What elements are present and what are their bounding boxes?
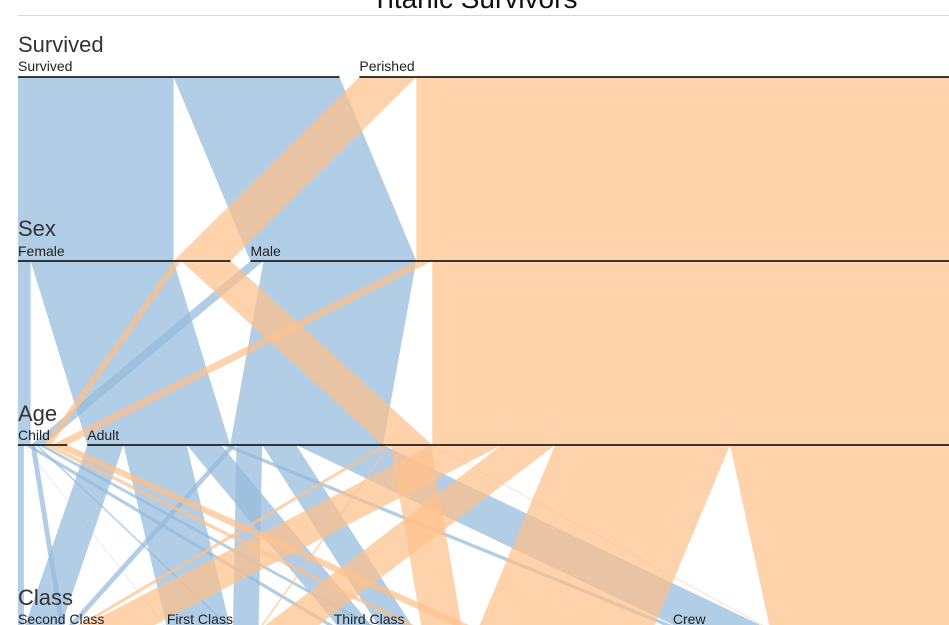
- category-label-second-class: Second Class: [18, 611, 104, 625]
- dimension-title-survived: Survived: [18, 32, 104, 57]
- ribbon-perished-male-adult-third-class: [479, 445, 731, 625]
- ribbon-perished-male: [416, 77, 949, 261]
- ribbon-survived-male-adult-second-class: [68, 445, 237, 625]
- title-divider: [18, 15, 949, 16]
- ribbon-survived-male-child-second-class: [30, 445, 65, 625]
- category-label-adult: Adult: [87, 427, 119, 443]
- ribbon-perished-female-child: [43, 261, 182, 445]
- ribbon-perished-female-adult-second-class: [78, 445, 389, 625]
- category-label-first-class: First Class: [167, 611, 233, 625]
- ribbon-perished-male-adult-crew: [730, 445, 949, 625]
- category-label-perished: Perished: [359, 58, 414, 74]
- ribbon-survived-female-child: [18, 261, 31, 445]
- dimension-title-age: Age: [18, 401, 57, 426]
- ribbon-survived-female-child-second-class: [18, 445, 24, 625]
- category-label-crew: Crew: [673, 611, 707, 625]
- dimension-title-sex: Sex: [18, 216, 56, 241]
- ribbon-perished-female: [173, 77, 417, 261]
- dimension-title-class: Class: [18, 585, 73, 610]
- ribbon-perished-male-adult-second-class: [84, 445, 502, 625]
- ribbon-survived-female-child-first-class: [23, 445, 165, 625]
- ribbon-perished-male-adult-first-class: [265, 445, 556, 625]
- ribbon-survived-female-adult: [30, 261, 231, 445]
- chart-title: Titanic Survivors: [0, 0, 949, 15]
- category-label-male: Male: [250, 243, 281, 259]
- ribbon-perished-male-adult: [432, 261, 949, 445]
- ribbon-survived-male-child: [30, 261, 264, 445]
- category-label-female: Female: [18, 243, 65, 259]
- ribbon-perished-female-child-third-class: [43, 445, 414, 625]
- category-label-child: Child: [18, 427, 50, 443]
- ribbon-layer: [18, 77, 949, 625]
- ribbon-survived-male-child-third-class: [37, 445, 374, 625]
- ribbon-survived-female: [18, 77, 174, 261]
- ribbon-perished-female-adult: [181, 261, 433, 445]
- category-label-third-class: Third Class: [334, 611, 405, 625]
- ribbon-perished-male-child: [51, 261, 433, 445]
- ribbon-survived-female-adult-second-class: [25, 445, 124, 625]
- category-label-survived: Survived: [18, 58, 72, 74]
